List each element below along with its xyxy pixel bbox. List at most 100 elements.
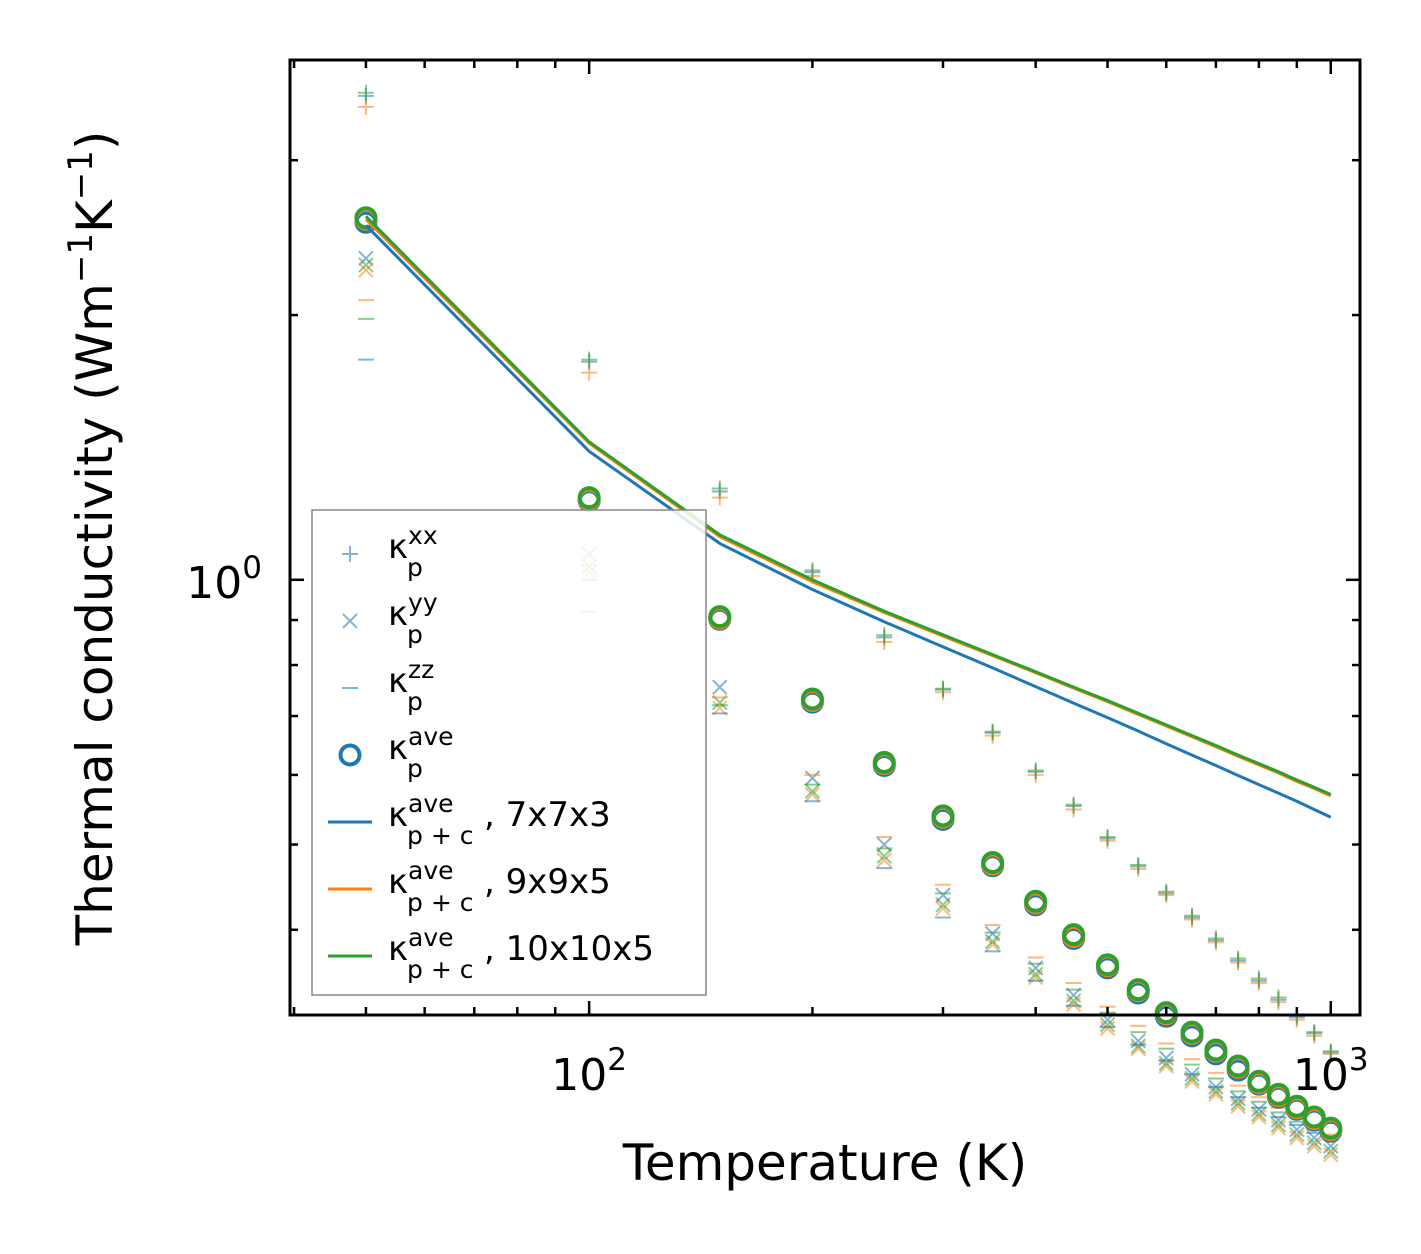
data-point bbox=[1184, 1073, 1200, 1090]
axis-ticks: 102 103 100 bbox=[186, 60, 1369, 1101]
data-point bbox=[1306, 1138, 1322, 1154]
data-point bbox=[1180, 1020, 1204, 1044]
legend-label-sup: ave bbox=[408, 923, 454, 952]
data-point bbox=[1251, 1101, 1267, 1117]
legend-marker-swatch bbox=[342, 546, 358, 562]
data-point bbox=[1302, 1105, 1326, 1129]
data-point bbox=[1204, 1038, 1228, 1062]
legend-label: κxx p bbox=[388, 521, 438, 582]
legend-entry: κxx p bbox=[342, 521, 438, 582]
legend-label-suffix: , 9x9x5 bbox=[484, 862, 611, 902]
data-point bbox=[872, 750, 896, 774]
data-point bbox=[581, 351, 598, 368]
y-tick-label: 100 bbox=[186, 550, 262, 609]
legend-label-suffix: , 10x10x5 bbox=[484, 929, 654, 969]
legend-entry: κyy p bbox=[342, 588, 438, 649]
data-point bbox=[1099, 828, 1116, 845]
data-point bbox=[1270, 989, 1287, 1006]
legend-label-base: κ bbox=[388, 862, 408, 902]
legend-label-base: κ bbox=[388, 594, 408, 634]
data-point bbox=[1207, 930, 1224, 947]
data-point bbox=[1065, 996, 1082, 1013]
data-point bbox=[931, 804, 955, 828]
data-point bbox=[876, 848, 892, 864]
legend-label-sup: ave bbox=[408, 789, 454, 818]
series-line-14 bbox=[364, 215, 1332, 796]
legend-label-base: κ bbox=[388, 527, 408, 567]
data-point bbox=[1158, 883, 1175, 900]
legend-label-sub: p + c bbox=[407, 888, 473, 917]
data-point bbox=[1251, 1109, 1267, 1125]
legend-label-base: κ bbox=[388, 929, 408, 969]
legend-label-base: κ bbox=[388, 661, 408, 701]
data-point bbox=[1319, 1116, 1343, 1140]
data-point bbox=[711, 480, 728, 497]
series-circle-11 bbox=[354, 206, 1343, 1140]
data-point bbox=[358, 257, 374, 273]
data-point bbox=[1130, 1038, 1146, 1054]
legend-label-sub: p bbox=[407, 620, 423, 649]
legend-entry: κave p bbox=[338, 722, 454, 783]
data-point bbox=[1208, 1086, 1224, 1103]
y-axis-title-mid: K bbox=[66, 199, 124, 233]
data-point bbox=[1230, 950, 1247, 967]
data-point bbox=[1027, 969, 1044, 986]
data-point bbox=[1270, 1120, 1287, 1136]
data-point bbox=[1306, 1135, 1322, 1151]
data-point bbox=[984, 936, 1001, 953]
data-point bbox=[804, 786, 821, 803]
data-point bbox=[876, 627, 893, 644]
x-tick-label-exp: 3 bbox=[1349, 1042, 1369, 1078]
data-point bbox=[357, 84, 374, 101]
legend-label: κave p + c , 10x10x5 bbox=[388, 923, 654, 984]
data-point bbox=[1226, 1054, 1250, 1078]
data-point bbox=[1130, 856, 1147, 873]
data-point bbox=[1266, 1082, 1290, 1106]
data-point bbox=[357, 98, 374, 115]
legend-label-sup: ave bbox=[408, 856, 454, 885]
data-point bbox=[1289, 1126, 1305, 1143]
x-axis-title: Temperature (K) bbox=[622, 1134, 1027, 1192]
data-point bbox=[708, 605, 732, 629]
data-point bbox=[712, 679, 728, 695]
legend-marker-swatch bbox=[342, 613, 358, 629]
legend-label-sub: p bbox=[407, 553, 423, 582]
data-point bbox=[1027, 762, 1044, 779]
legend-label-sub: p + c bbox=[407, 955, 473, 984]
y-axis-title-sup2: −1 bbox=[61, 150, 101, 200]
data-point bbox=[1270, 1117, 1287, 1133]
data-point bbox=[1285, 1094, 1309, 1118]
data-point bbox=[1247, 1069, 1271, 1093]
legend-label-base: κ bbox=[388, 728, 408, 768]
data-point bbox=[358, 262, 374, 278]
data-point bbox=[1323, 1143, 1339, 1159]
data-point bbox=[358, 250, 374, 267]
data-point bbox=[1323, 1146, 1339, 1163]
data-point bbox=[1062, 923, 1086, 947]
data-point bbox=[1065, 796, 1082, 813]
data-point bbox=[1230, 1095, 1246, 1111]
legend-entry: κave p + c , 10x10x5 bbox=[328, 923, 654, 984]
legend-entry: κave p + c , 7x7x3 bbox=[328, 789, 611, 850]
x-tick-label: 102 bbox=[551, 1042, 627, 1101]
legend-label-sup: ave bbox=[408, 722, 454, 751]
data-point bbox=[935, 680, 952, 697]
data-point bbox=[804, 783, 821, 799]
legend-label-base: κ bbox=[388, 795, 408, 835]
data-point bbox=[1289, 1130, 1305, 1146]
data-point bbox=[1184, 907, 1201, 924]
data-point bbox=[1096, 953, 1120, 977]
y-axis-title-main: Thermal conductivity (Wm bbox=[66, 283, 124, 946]
data-point bbox=[1099, 1016, 1116, 1033]
data-point bbox=[577, 486, 601, 510]
data-point bbox=[804, 770, 821, 786]
data-point bbox=[935, 900, 951, 917]
x-tick-label: 103 bbox=[1293, 1042, 1369, 1101]
data-point bbox=[1027, 966, 1044, 982]
legend-entry: κave p + c , 9x9x5 bbox=[328, 856, 611, 917]
legend-label: κyy p bbox=[388, 588, 438, 649]
data-point bbox=[1322, 1043, 1339, 1060]
y-axis-title-sup1: −1 bbox=[61, 233, 101, 283]
